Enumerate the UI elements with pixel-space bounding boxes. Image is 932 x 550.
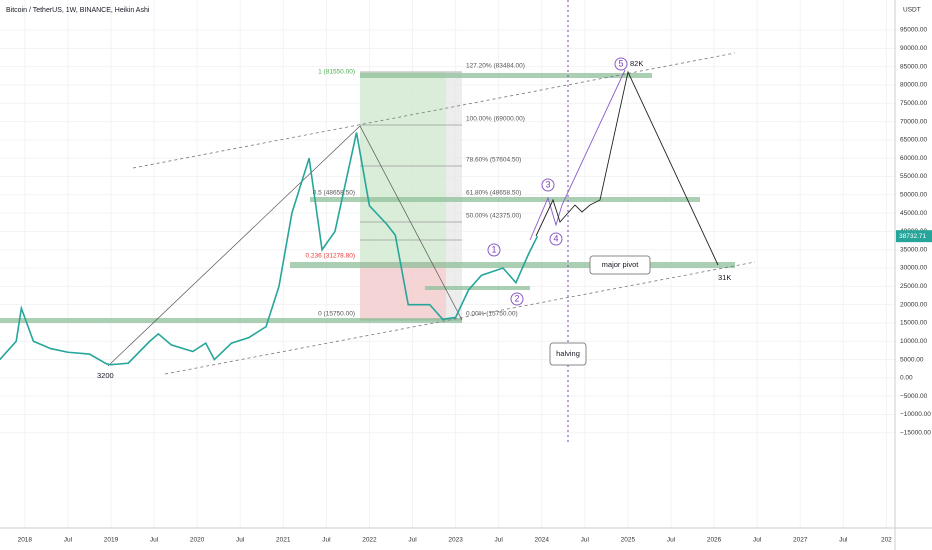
price-series bbox=[0, 132, 539, 366]
fib-labels: 1 (81550.00) 127.20% (83484.00) 100.00% … bbox=[305, 63, 524, 318]
y-tick-label: 95000.00 bbox=[900, 27, 927, 34]
x-tick-label: Jul bbox=[64, 537, 73, 544]
fib-label: 78.60% (57604.50) bbox=[466, 157, 521, 164]
y-tick-label: 20000.00 bbox=[900, 301, 927, 308]
low-label: 3200 bbox=[97, 371, 114, 380]
wave-label: 3 bbox=[545, 179, 550, 189]
y-tick-label: 30000.00 bbox=[900, 265, 927, 272]
current-price-label: 38732.71 bbox=[899, 233, 926, 240]
fib-label: 127.20% (83484.00) bbox=[466, 63, 525, 70]
y-tick-label: 0.00 bbox=[900, 375, 913, 382]
x-tick-label: Jul bbox=[150, 537, 159, 544]
halving-box bbox=[549, 342, 587, 366]
axes: 95000.00 90000.00 85000.00 80000.00 75000.00… bbox=[18, 27, 932, 544]
x-tick-label: Jul bbox=[408, 537, 417, 544]
fib-label: 100.00% (69000.00) bbox=[466, 116, 525, 123]
x-tick-label: Jul bbox=[839, 537, 848, 544]
y-tick-label: 25000.00 bbox=[900, 283, 927, 290]
y-tick-label: 15000.00 bbox=[900, 320, 927, 327]
fib-label: 1 (81550.00) bbox=[318, 69, 355, 76]
target-label: 82K bbox=[630, 59, 643, 68]
x-tick-label: 2021 bbox=[276, 537, 291, 544]
x-tick-label: 2027 bbox=[793, 537, 808, 544]
fib-label: 0.236 (31278.80) bbox=[305, 253, 355, 260]
y-tick-label: −5000.00 bbox=[900, 393, 928, 400]
fib-label: 0.00% (15750.00) bbox=[466, 311, 518, 318]
y-tick-label: 50000.00 bbox=[900, 192, 927, 199]
y-tick-label: 35000.00 bbox=[900, 246, 927, 253]
y-tick-label: 5000.00 bbox=[900, 356, 924, 363]
fib-label: 0.5 (48658.50) bbox=[313, 190, 355, 197]
fib-zone-down bbox=[360, 262, 446, 320]
y-tick-label: 65000.00 bbox=[900, 137, 927, 144]
x-tick-label: Jul bbox=[753, 537, 762, 544]
fib-zone-up bbox=[360, 72, 446, 262]
y-tick-label: 70000.00 bbox=[900, 118, 927, 125]
waves: 1 2 3 4 5 bbox=[487, 57, 628, 306]
x-tick-label: 2026 bbox=[707, 537, 722, 544]
x-tick-label: 2018 bbox=[18, 537, 33, 544]
pivot-label: major pivot bbox=[602, 260, 640, 269]
projection-purple bbox=[529, 69, 626, 241]
x-tick-label: Jul bbox=[495, 537, 504, 544]
x-tick-label: 2023 bbox=[448, 537, 463, 544]
x-tick-label: 2025 bbox=[621, 537, 636, 544]
x-tick-label: 202 bbox=[881, 537, 892, 544]
price-line bbox=[0, 132, 539, 366]
wave-label: 5 bbox=[618, 58, 623, 68]
y-axis-unit: USDT bbox=[903, 7, 921, 14]
channel bbox=[132, 52, 756, 375]
x-tick-label: 2020 bbox=[190, 537, 205, 544]
chart-title: Bitcoin / TetherUS, 1W, BINANCE, Heikin … bbox=[6, 7, 150, 14]
y-tick-label: 45000.00 bbox=[900, 210, 927, 217]
fib-label: 50.00% (42375.00) bbox=[466, 213, 521, 220]
fib-label: 61.80% (48658.50) bbox=[466, 190, 521, 197]
y-tick-label: 55000.00 bbox=[900, 173, 927, 180]
x-tick-label: 2022 bbox=[362, 537, 377, 544]
y-tick-label: −15000.00 bbox=[900, 430, 931, 437]
x-tick-label: Jul bbox=[667, 537, 676, 544]
trend-lines bbox=[107, 125, 463, 367]
wave-label: 2 bbox=[514, 293, 519, 303]
support-zones bbox=[0, 73, 735, 323]
y-tick-label: 85000.00 bbox=[900, 63, 927, 70]
y-tick-label: 60000.00 bbox=[900, 155, 927, 162]
x-tick-label: Jul bbox=[322, 537, 331, 544]
wave-label: 1 bbox=[491, 244, 496, 254]
y-tick-label: 10000.00 bbox=[900, 338, 927, 345]
x-tick-label: Jul bbox=[236, 537, 245, 544]
current-price-tag bbox=[896, 230, 932, 243]
y-tick-label: 75000.00 bbox=[900, 100, 927, 107]
x-tick-label: 2024 bbox=[535, 537, 550, 544]
x-tick-label: Jul bbox=[581, 537, 590, 544]
y-tick-label: 80000.00 bbox=[900, 82, 927, 89]
x-tick-label: 2019 bbox=[104, 537, 119, 544]
wave-label: 4 bbox=[553, 233, 558, 243]
y-tick-label: −10000.00 bbox=[900, 411, 931, 418]
projection-black bbox=[535, 70, 719, 266]
y-tick-label: 90000.00 bbox=[900, 45, 927, 52]
pivot-target-label: 31K bbox=[718, 273, 731, 282]
fib-label: 0 (15750.00) bbox=[318, 311, 355, 318]
fib-zone-grey bbox=[446, 72, 462, 320]
pivot-box bbox=[589, 255, 651, 275]
halving-label: halving bbox=[556, 349, 580, 358]
